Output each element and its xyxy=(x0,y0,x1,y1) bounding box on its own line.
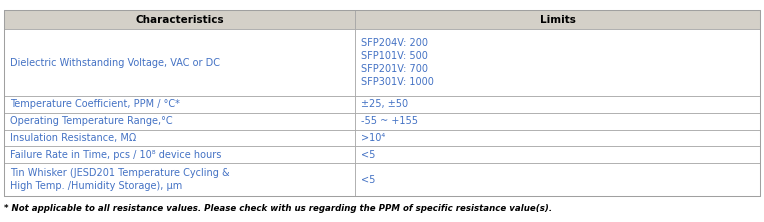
Bar xyxy=(355,96,760,113)
Text: Characteristics: Characteristics xyxy=(135,15,224,25)
Text: >10⁴: >10⁴ xyxy=(361,133,386,143)
Bar xyxy=(4,130,355,146)
Text: Temperature Coefficient, PPM / °C*: Temperature Coefficient, PPM / °C* xyxy=(10,99,180,109)
Bar xyxy=(355,146,760,163)
Text: SFP204V: 200
SFP101V: 500
SFP201V: 700
SFP301V: 1000: SFP204V: 200 SFP101V: 500 SFP201V: 700 S… xyxy=(361,38,434,87)
Bar xyxy=(4,96,355,113)
Text: Limits: Limits xyxy=(540,15,575,25)
Bar xyxy=(4,10,760,196)
Bar xyxy=(355,163,760,196)
Bar xyxy=(4,10,355,29)
Bar xyxy=(355,130,760,146)
Text: Failure Rate in Time, pcs / 10⁸ device hours: Failure Rate in Time, pcs / 10⁸ device h… xyxy=(10,150,222,160)
Bar xyxy=(4,146,355,163)
Bar xyxy=(4,163,355,196)
Text: Insulation Resistance, MΩ: Insulation Resistance, MΩ xyxy=(10,133,136,143)
Text: Tin Whisker (JESD201 Temperature Cycling &
High Temp. /Humidity Storage), μm: Tin Whisker (JESD201 Temperature Cycling… xyxy=(10,168,229,191)
Text: <5: <5 xyxy=(361,150,376,160)
Text: -55 ~ +155: -55 ~ +155 xyxy=(361,116,419,126)
Bar xyxy=(4,29,355,96)
Bar xyxy=(355,113,760,130)
Bar xyxy=(4,113,355,130)
Text: ±25, ±50: ±25, ±50 xyxy=(361,99,409,109)
Text: <5: <5 xyxy=(361,175,376,185)
Text: Dielectric Withstanding Voltage, VAC or DC: Dielectric Withstanding Voltage, VAC or … xyxy=(10,58,220,68)
Bar xyxy=(355,29,760,96)
Bar xyxy=(355,10,760,29)
Text: * Not applicable to all resistance values. Please check with us regarding the PP: * Not applicable to all resistance value… xyxy=(4,204,552,213)
Text: Operating Temperature Range,°C: Operating Temperature Range,°C xyxy=(10,116,173,126)
